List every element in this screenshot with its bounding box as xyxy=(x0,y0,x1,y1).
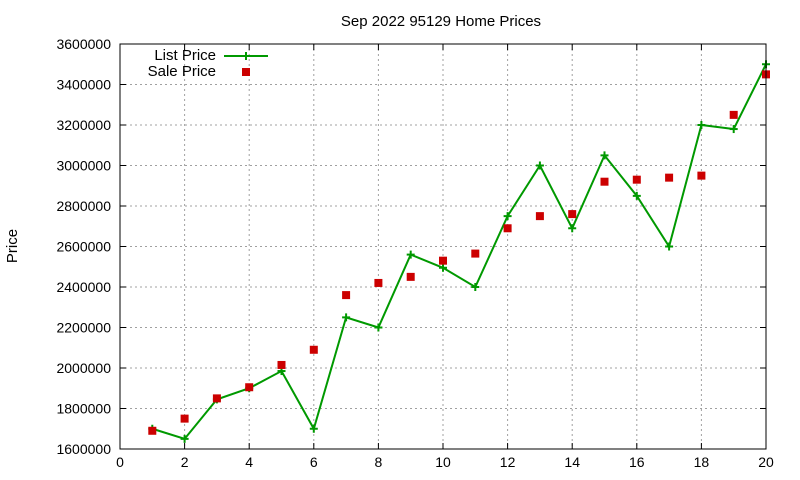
y-tick-label: 3600000 xyxy=(56,36,111,52)
x-tick-label: 14 xyxy=(564,454,580,470)
list-price-point xyxy=(309,424,318,433)
list-price-point xyxy=(535,161,544,170)
list-price-point xyxy=(471,283,480,291)
y-tick-label: 3400000 xyxy=(56,77,111,93)
sale-price-point xyxy=(374,278,383,287)
y-tick-label: 1600000 xyxy=(56,441,111,457)
data-series xyxy=(148,60,770,443)
list-price-point xyxy=(180,434,189,443)
sale-price-point xyxy=(665,173,674,182)
x-tick-label: 16 xyxy=(629,454,645,470)
sale-price-point xyxy=(180,414,189,423)
sale-price-point xyxy=(503,224,512,233)
legend-swatches xyxy=(224,52,268,76)
x-tick-label: 12 xyxy=(500,454,516,470)
chart-title: Sep 2022 95129 Home Prices xyxy=(341,13,541,30)
y-tick-label: 2800000 xyxy=(56,198,111,214)
list-price-point xyxy=(729,125,738,134)
list-price-line xyxy=(152,63,767,441)
y-tick-label: 2200000 xyxy=(56,320,111,336)
list-price-point xyxy=(374,323,383,332)
x-tick-label: 6 xyxy=(310,454,318,470)
y-tick-label: 2400000 xyxy=(56,279,111,295)
y-tick-label: 2000000 xyxy=(56,360,111,376)
x-tick-label: 0 xyxy=(116,454,124,470)
sale-price-point xyxy=(148,426,157,435)
y-tick-label: 3200000 xyxy=(56,117,111,133)
sale-price-point xyxy=(471,249,480,258)
legend-label-sale-price: Sale Price xyxy=(148,63,216,80)
sale-price-point xyxy=(212,394,221,403)
list-price-point xyxy=(342,313,351,322)
y-tick-label: 2600000 xyxy=(56,239,111,255)
tick-labels: 0 2 4 6 8 10 12 14 16 18 20 1600000 1800000 2000000 22… xyxy=(56,36,774,470)
sale-price-point xyxy=(729,110,738,119)
y-axis-label: Price xyxy=(4,229,21,263)
x-tick-label: 10 xyxy=(435,454,451,470)
series-list-price xyxy=(148,60,770,443)
legend-marker-list-price xyxy=(242,52,250,60)
sale-price-point xyxy=(600,177,609,186)
y-tick-label: 1800000 xyxy=(56,401,111,417)
sale-price-point xyxy=(406,272,415,281)
list-price-point xyxy=(632,191,641,200)
list-price-point xyxy=(406,250,415,259)
x-tick-label: 8 xyxy=(375,454,383,470)
legend-swatch-sale-price xyxy=(242,68,250,76)
sale-price-point xyxy=(439,256,447,265)
list-price-point xyxy=(697,121,706,129)
sale-price-point xyxy=(245,383,254,392)
plot-frame xyxy=(119,43,767,450)
sale-price-point xyxy=(568,210,577,219)
sale-price-point xyxy=(277,360,286,369)
x-tick-label: 2 xyxy=(181,454,189,470)
sale-price-point xyxy=(309,345,318,354)
sale-price-point xyxy=(342,291,351,300)
sale-price-point xyxy=(632,175,641,184)
x-tick-label: 20 xyxy=(758,454,774,470)
x-tick-label: 18 xyxy=(694,454,710,470)
x-tick-label: 4 xyxy=(245,454,253,470)
list-price-point xyxy=(439,263,447,272)
sale-price-point xyxy=(697,171,706,180)
legend-label-list-price: List Price xyxy=(154,47,216,64)
legend: List Price Sale Price xyxy=(148,47,268,80)
list-price-point xyxy=(503,212,512,221)
y-tick-label: 3000000 xyxy=(56,158,111,174)
sale-price-point xyxy=(535,212,544,221)
list-price-point xyxy=(600,151,609,160)
list-price-point xyxy=(665,242,674,251)
list-price-point xyxy=(568,224,577,233)
